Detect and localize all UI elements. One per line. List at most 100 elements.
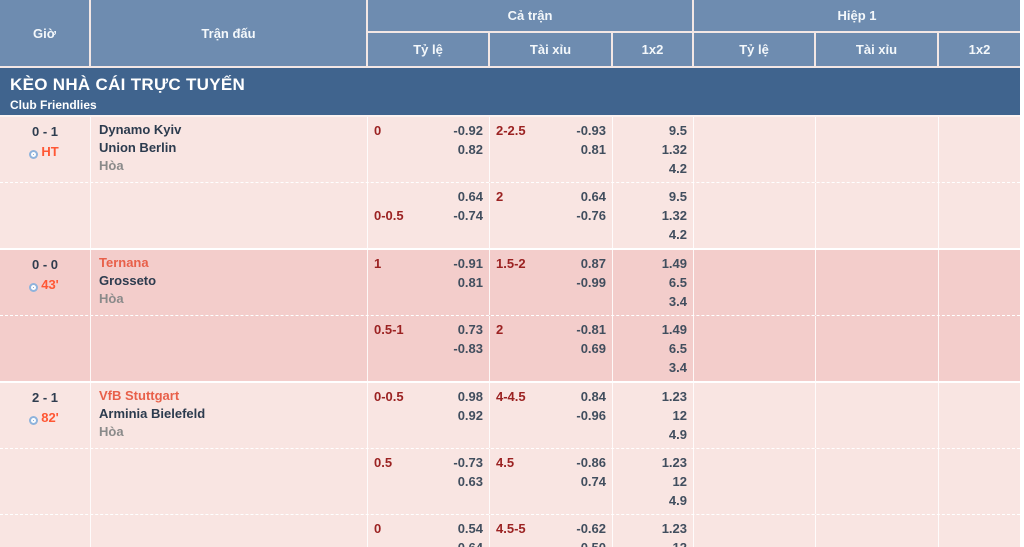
1x2-cell-half xyxy=(939,250,1020,315)
odds-line: -0.99 xyxy=(496,273,606,292)
live-status: 82' xyxy=(6,409,84,427)
col-header-overunder-full: Tài xỉu xyxy=(490,33,613,66)
odds-value: -0.62 xyxy=(576,521,606,536)
1x2-cell-half xyxy=(939,383,1020,448)
1x2-cell-full[interactable]: 9.5 1.32 4.2 xyxy=(613,117,694,182)
table-header: Giờ Trận đấu Cả trận Hiệp 1 Tỷ lệ Tài xỉ… xyxy=(0,0,1020,68)
1x2-value: 6.5 xyxy=(668,275,687,290)
match-time: 82' xyxy=(41,410,59,425)
handicap-cell-full[interactable]: 0.64 0-0.5 -0.74 xyxy=(368,183,490,248)
1x2-value: 6.5 xyxy=(668,341,687,356)
odds-value: -0.74 xyxy=(453,208,483,223)
overunder-cell-half xyxy=(816,515,939,547)
odds-line: 4-4.5 0.84 xyxy=(496,387,606,406)
handicap-label: 0-0.5 xyxy=(374,208,404,223)
match-group: 0 - 0 43' Ternana Grosseto Hòa 1 -0.91 0.81 1.5-… xyxy=(0,250,1020,383)
match-group: 0 - 1 HT Dynamo Kyiv Union Berlin Hòa 0 -0.92 0… xyxy=(0,117,1020,250)
odds-line: 0 0.54 xyxy=(374,519,483,538)
overunder-cell-full[interactable]: 2-2.5 -0.93 0.81 xyxy=(490,117,613,182)
overunder-cell-full[interactable]: 2 0.64 -0.76 xyxy=(490,183,613,248)
odds-line: -0.83 xyxy=(374,339,483,358)
overunder-cell-full[interactable]: 4.5-5 -0.62 0.50 xyxy=(490,515,613,547)
odds-value: -0.73 xyxy=(453,455,483,470)
overunder-cell-full[interactable]: 4-4.5 0.84 -0.96 xyxy=(490,383,613,448)
odds-line: 2-2.5 -0.93 xyxy=(496,121,606,140)
handicap-cell-half xyxy=(694,183,816,248)
odds-line: 0.74 xyxy=(496,472,606,491)
match-time: 43' xyxy=(41,277,59,292)
time-cell xyxy=(0,449,91,514)
odds-line: 0 -0.92 xyxy=(374,121,483,140)
1x2-value: 3.4 xyxy=(668,294,687,309)
1x2-cell-full[interactable]: 9.5 1.32 4.2 xyxy=(613,183,694,248)
odds-line: -0.64 xyxy=(374,538,483,547)
col-group-first-half: Hiệp 1 xyxy=(694,0,1020,33)
1x2-value: 12 xyxy=(672,474,687,489)
odds-value: -0.96 xyxy=(576,408,606,423)
odds-value: 0.63 xyxy=(457,474,483,489)
handicap-cell-full[interactable]: 0 -0.92 0.82 xyxy=(368,117,490,182)
match-cell[interactable]: Ternana Grosseto Hòa xyxy=(91,250,368,315)
1x2-value: 9.5 xyxy=(668,123,687,138)
score: 0 - 0 xyxy=(31,257,58,272)
handicap-label: 0-0.5 xyxy=(374,389,404,404)
handicap-label: 2-2.5 xyxy=(496,123,526,138)
handicap-label: 0.5-1 xyxy=(374,322,404,337)
odds-row: 0 - 0 43' Ternana Grosseto Hòa 1 -0.91 0.81 1.5-… xyxy=(0,250,1020,315)
1x2-cell-full[interactable]: 1.49 6.5 3.4 xyxy=(613,316,694,381)
overunder-cell-half xyxy=(816,449,939,514)
odds-line: -0.96 xyxy=(496,406,606,425)
odds-line: 1.5-2 0.87 xyxy=(496,254,606,273)
odds-value: -0.92 xyxy=(453,123,483,138)
handicap-cell-full[interactable]: 00.54-0.64 xyxy=(368,515,490,547)
odds-value: -0.76 xyxy=(576,208,606,223)
odds-value: 0.74 xyxy=(580,474,606,489)
1x2-value: 9.5 xyxy=(668,189,687,204)
1x2-value: 12 xyxy=(672,408,687,423)
time-cell xyxy=(0,183,91,248)
overunder-cell-full[interactable]: 4.5 -0.86 0.74 xyxy=(490,449,613,514)
live-icon xyxy=(31,285,37,290)
live-icon xyxy=(31,152,37,157)
handicap-cell-half xyxy=(694,250,816,315)
odds-line: 0-0.5 -0.74 xyxy=(374,206,483,225)
overunder-cell-full[interactable]: 2 -0.81 0.69 xyxy=(490,316,613,381)
match-cell xyxy=(91,316,368,381)
handicap-cell-full[interactable]: 0.5 -0.73 0.63 xyxy=(368,449,490,514)
away-team: Union Berlin xyxy=(99,140,177,155)
handicap-cell-full[interactable]: 0.5-1 0.73 -0.83 xyxy=(368,316,490,381)
handicap-cell-full[interactable]: 1 -0.91 0.81 xyxy=(368,250,490,315)
match-cell[interactable]: Dynamo Kyiv Union Berlin Hòa xyxy=(91,117,368,182)
section-banner: KÈO NHÀ CÁI TRỰC TUYẾN Club Friendlies xyxy=(0,68,1020,117)
match-cell[interactable]: VfB Stuttgart Arminia Bielefeld Hòa xyxy=(91,383,368,448)
odds-value: 0.50 xyxy=(581,538,606,547)
home-team: Ternana xyxy=(99,255,149,270)
overunder-cell-full[interactable]: 1.5-2 0.87 -0.99 xyxy=(490,250,613,315)
draw-label: Hòa xyxy=(99,158,124,173)
odds-value: 0.73 xyxy=(457,322,483,337)
1x2-cell-full[interactable]: 1.49 6.5 3.4 xyxy=(613,250,694,315)
odds-line: 1 -0.91 xyxy=(374,254,483,273)
odds-row: 0 - 1 HT Dynamo Kyiv Union Berlin Hòa 0 -0.92 0… xyxy=(0,117,1020,182)
overunder-cell-half xyxy=(816,117,939,182)
overunder-cell-half xyxy=(816,316,939,381)
overunder-cell-half xyxy=(816,383,939,448)
1x2-value: 1.32 xyxy=(661,142,687,157)
match-cell xyxy=(91,183,368,248)
handicap-cell-half xyxy=(694,449,816,514)
odds-line: 0.92 xyxy=(374,406,483,425)
home-team: Dynamo Kyiv xyxy=(99,122,182,137)
col-header-1x2-half: 1x2 xyxy=(939,33,1020,66)
handicap-label: 1.5-2 xyxy=(496,256,526,271)
odds-value: -0.81 xyxy=(576,322,606,337)
odds-value: 0.92 xyxy=(457,408,483,423)
handicap-cell-half xyxy=(694,316,816,381)
1x2-value: 1.23 xyxy=(661,389,687,404)
handicap-cell-full[interactable]: 0-0.5 0.98 0.92 xyxy=(368,383,490,448)
handicap-label: 0.5 xyxy=(374,455,393,470)
odds-line: 0.50 xyxy=(496,538,606,547)
